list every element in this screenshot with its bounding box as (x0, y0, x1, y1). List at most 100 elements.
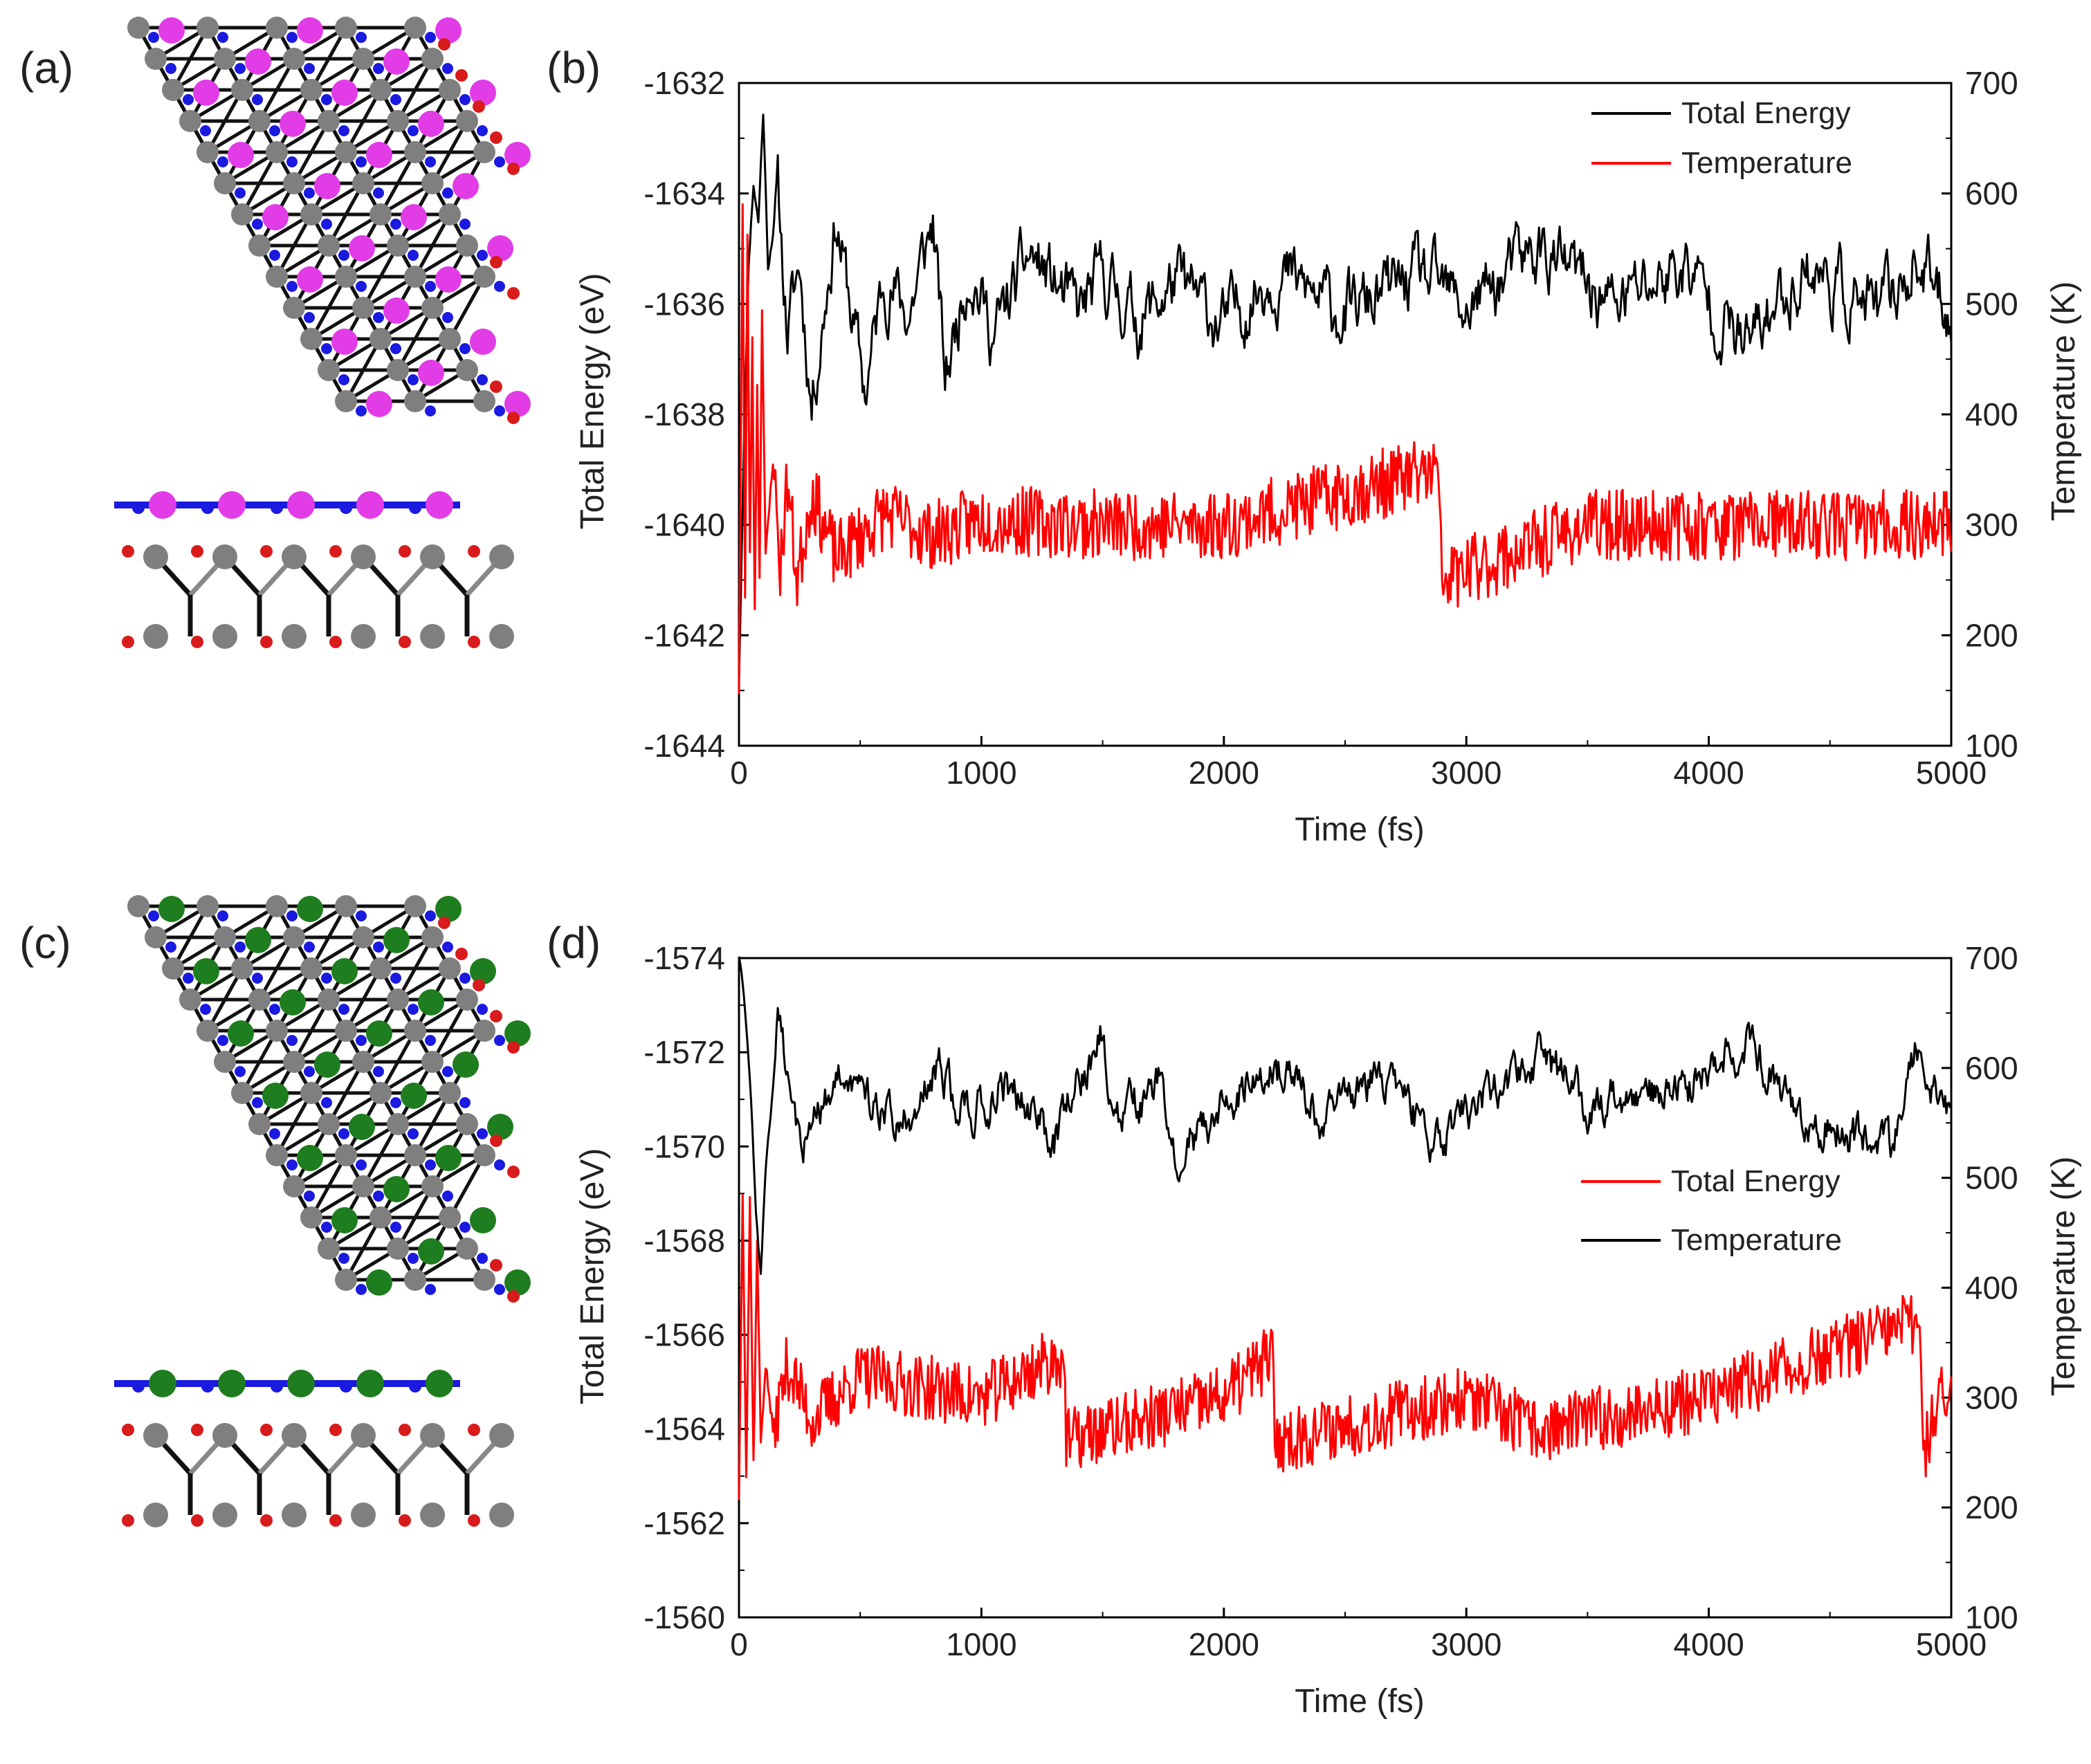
carbon-atom (439, 957, 461, 980)
substrate-oxygen-atom (329, 1514, 342, 1527)
dopant-atom (245, 48, 271, 75)
substrate-carbon-atom (489, 1423, 514, 1448)
nitrogen-atom (338, 125, 349, 136)
carbon-atom (335, 1269, 357, 1291)
dopant-atom (487, 1114, 513, 1140)
carbon-atom (387, 1238, 409, 1260)
carbon-atom (283, 1175, 305, 1197)
substrate-oxygen-atom (399, 1514, 411, 1527)
carbon-atom (248, 235, 271, 257)
nitrogen-atom (183, 973, 194, 984)
dopant-atom (435, 17, 462, 44)
nitrogen-atom (390, 94, 401, 105)
substrate-oxygen-atom (468, 1514, 480, 1527)
substrate-oxygen-atom (260, 1424, 273, 1436)
substrate-oxygen-atom (122, 1514, 134, 1527)
chart-d: (d) 0 1000 2000 3000 4000 5000 -1560 -1562 -1564… (547, 918, 2082, 1720)
carbon-atom (197, 1020, 219, 1042)
nitrogen-atom (252, 973, 263, 984)
carbon-atom (248, 1113, 271, 1135)
y-tick-label: -1638 (643, 396, 725, 432)
carbon-atom (369, 957, 392, 980)
oxygen-atom (507, 412, 520, 424)
oxygen-atom (455, 69, 468, 82)
nitrogen-atom (286, 281, 298, 292)
nitrogen-atom (425, 1159, 436, 1170)
dopant-atom (228, 142, 254, 168)
x-tick-label: 4000 (1673, 1626, 1744, 1662)
x-tick-label: 2000 (1189, 755, 1259, 791)
nitrogen-atom (269, 125, 280, 136)
nitrogen-atom (321, 1097, 332, 1108)
nitrogen-atom (304, 941, 315, 953)
oxygen-atom (490, 256, 502, 268)
carbon-atom (300, 203, 322, 226)
y2-tick-label: 200 (1965, 1489, 2018, 1525)
nitrogen-atom (235, 63, 246, 74)
carbon-atom (456, 110, 478, 132)
nitrogen-atom (356, 1159, 367, 1170)
carbon-atom (318, 989, 340, 1011)
nitrogen-atom (477, 374, 488, 385)
dopant-atom (470, 1207, 496, 1233)
side-dopant-atom (218, 1370, 246, 1397)
series-line-temperature (738, 203, 1953, 695)
atoms (127, 895, 531, 1303)
carbon-atom (421, 48, 444, 70)
nitrogen-atom (286, 1159, 298, 1170)
y-tick-label: -1570 (643, 1128, 725, 1164)
substrate-carbon-atom (420, 544, 445, 569)
carbon-atom (387, 989, 409, 1011)
carbon-atom (456, 235, 478, 257)
nitrogen-atom (425, 281, 436, 292)
substrate-oxygen-atom (329, 1424, 342, 1436)
carbon-atom (248, 989, 271, 1011)
y2-tick-label: 200 (1965, 617, 2018, 653)
substrate-carbon-atom (212, 1503, 237, 1527)
carbon-atom (352, 297, 374, 319)
substrate-carbon-atom (212, 544, 237, 569)
carbon-atom (300, 957, 322, 980)
substrate-oxygen-atom (122, 545, 134, 558)
carbon-atom (404, 266, 426, 288)
nitrogen-atom (304, 312, 315, 323)
substrate-carbon-atom (420, 624, 445, 649)
y-tick-label: -1564 (643, 1411, 725, 1447)
dopant-atom (418, 989, 444, 1016)
carbon-atom (404, 1269, 426, 1291)
x-axis-label: Time (fs) (1295, 811, 1425, 848)
nitrogen-atom (425, 1035, 436, 1046)
y2-tick-label: 600 (1965, 176, 2018, 212)
nitrogen-atom (321, 219, 332, 230)
oxygen-atom (507, 163, 520, 175)
side-dopant-atom (149, 1370, 176, 1397)
nitrogen-atom (442, 312, 453, 323)
substrate-carbon-atom (351, 544, 376, 569)
plot-area-frame (738, 82, 1953, 747)
substrate-carbon-atom (212, 624, 237, 649)
y-tick-label: -1640 (643, 507, 725, 543)
carbon-atom (335, 390, 357, 412)
nitrogen-atom (373, 312, 384, 323)
y-tick-label: -1562 (643, 1505, 725, 1541)
side-dopant-atom (287, 1370, 315, 1397)
oxygen-atom (438, 38, 450, 50)
side-nitrogen-atom (340, 502, 352, 514)
nitrogen-atom (459, 1222, 471, 1233)
carbon-atom (266, 141, 288, 163)
carbon-atom (439, 1206, 461, 1229)
nitrogen-atom (408, 250, 419, 261)
y-tick-label: -1574 (643, 940, 725, 976)
y-tick-label: -1560 (643, 1599, 725, 1635)
nitrogen-atom (442, 63, 453, 74)
carbon-atom (318, 1113, 340, 1135)
side-nitrogen-atom (132, 1380, 145, 1393)
side-dopant-atom (287, 491, 315, 519)
nitrogen-atom (390, 1097, 401, 1108)
carbon-atom (439, 203, 461, 226)
dopant-atom (453, 173, 479, 199)
carbon-atom (318, 110, 340, 132)
dopant-atom (331, 958, 358, 984)
carbon-atom (283, 926, 305, 948)
y2-tick-label: 500 (1965, 286, 2018, 322)
